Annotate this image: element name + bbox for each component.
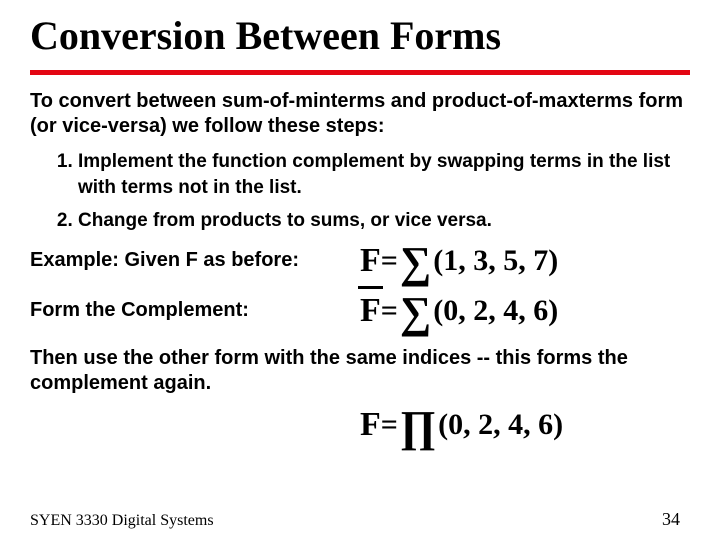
equation-lhs-bar: F [360,292,381,330]
product-row: F=∏(0, 2, 4, 6) [30,406,690,444]
final-paragraph: Then use the other form with the same in… [30,346,690,396]
equation-wrap: F=∑(1, 3, 5, 7) [360,242,690,280]
slide-body: To convert between sum-of-minterms and p… [30,89,690,444]
equation-f-sum: F=∑(1, 3, 5, 7) [360,242,558,280]
example-row: Example: Given F as before: F=∑(1, 3, 5,… [30,242,690,280]
equation-lhs: F [360,406,381,444]
equals-sign: = [381,244,398,278]
equation-args: (0, 2, 4, 6) [433,294,558,328]
step-item: Implement the function complement by swa… [78,149,690,200]
step-item: Change from products to sums, or vice ve… [78,208,690,234]
intro-paragraph: To convert between sum-of-minterms and p… [30,89,690,139]
equals-sign: = [381,408,398,442]
equation-wrap: F=∏(0, 2, 4, 6) [360,406,690,444]
equation-lhs: F [360,242,381,280]
slide: Conversion Between Forms To convert betw… [0,0,720,540]
course-code: SYEN 3330 Digital Systems [30,512,214,530]
equation-wrap: F=∑(0, 2, 4, 6) [360,292,690,330]
page-number: 34 [662,509,680,530]
slide-footer: SYEN 3330 Digital Systems 34 [0,509,720,530]
complement-label: Form the Complement: [30,299,360,322]
example-label: Example: Given F as before: [30,249,360,272]
equation-fbar-sum: F=∑(0, 2, 4, 6) [360,292,558,330]
equals-sign: = [381,294,398,328]
slide-title: Conversion Between Forms [30,14,690,58]
equation-args: (0, 2, 4, 6) [438,408,563,442]
complement-row: Form the Complement: F=∑(0, 2, 4, 6) [30,292,690,330]
steps-list: Implement the function complement by swa… [30,149,690,234]
equation-f-product: F=∏(0, 2, 4, 6) [360,406,563,444]
title-underline [30,70,690,75]
equation-args: (1, 3, 5, 7) [433,244,558,278]
